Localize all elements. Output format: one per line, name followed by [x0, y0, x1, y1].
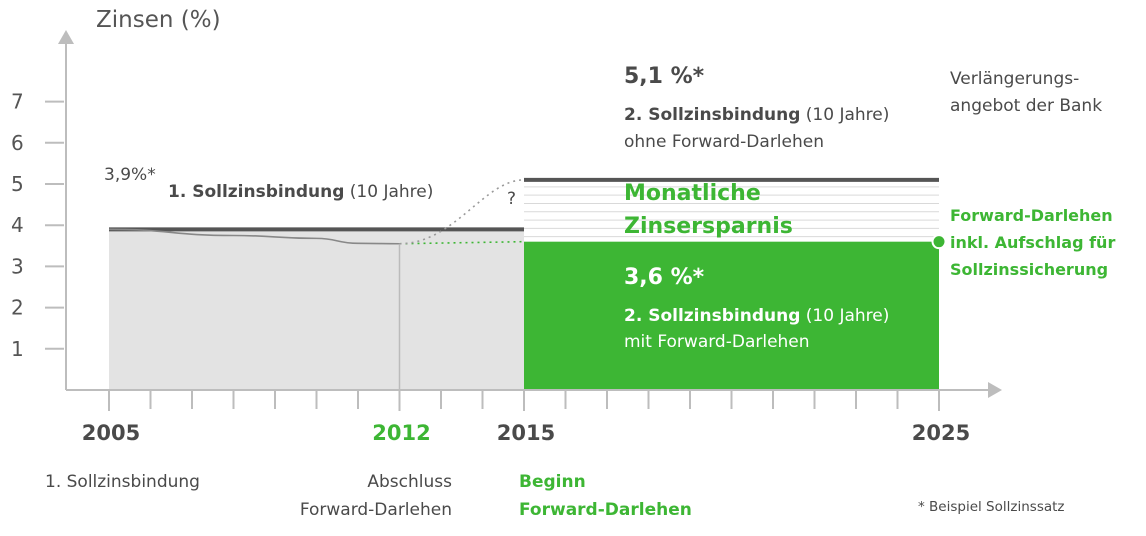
- chart-text-layer: 1 2 3 4 5 6 7 Zinsen (%) 2005 2012 2015 2025 3,9%* 1.…: [11, 7, 1115, 520]
- forward-rate-dotted-line: [399, 240, 525, 245]
- market-rate-curve: [108, 228, 400, 245]
- savings-label-line2: Zinsersparnis: [624, 214, 793, 239]
- forward-label-line3: Sollzinssicherung: [950, 260, 1108, 279]
- chart-axes: [45, 30, 1002, 411]
- second-period-with-rate-label: 3,6 %*: [624, 265, 705, 290]
- y-tick-label: 2: [11, 296, 24, 320]
- second-period-without-name: 2. Sollzinsbindung (10 Jahre): [624, 105, 889, 125]
- bottom-label-first-period: 1. Sollzinsbindung: [45, 472, 200, 492]
- x-tick-label: 2005: [82, 421, 140, 445]
- uncertain-rate-dotted-curve: [399, 179, 525, 245]
- y-tick-label: 5: [11, 172, 24, 196]
- first-period-rate-label: 3,9%*: [104, 165, 156, 185]
- x-axis-arrow: [988, 382, 1002, 398]
- first-period-area: [109, 229, 524, 390]
- x-tick-label: 2012: [372, 421, 430, 445]
- second-period-with-name-rest: (10 Jahre): [800, 306, 889, 326]
- y-tick-label: 1: [11, 337, 24, 361]
- savings-band: [524, 179, 939, 242]
- first-period-name-rest: (10 Jahre): [344, 182, 433, 202]
- forward-rate-dot: [931, 234, 947, 250]
- footnote: * Beispiel Sollzinssatz: [918, 499, 1065, 515]
- second-period-with-forward-area: [524, 241, 939, 390]
- chart-background-layer: [108, 177, 947, 390]
- x-tick-label: 2015: [497, 421, 555, 445]
- second-period-without-name-bold: 2. Sollzinsbindung: [624, 105, 800, 125]
- forward-label-line2: inkl. Aufschlag für: [950, 233, 1115, 252]
- first-period-name-bold: 1. Sollzinsbindung: [168, 182, 344, 202]
- y-axis-arrow: [58, 30, 74, 44]
- bottom-label-abschluss-line2: Forward-Darlehen: [300, 500, 452, 520]
- first-period-name: 1. Sollzinsbindung (10 Jahre): [168, 182, 433, 202]
- bottom-label-beginn-line1: Beginn: [519, 472, 586, 492]
- y-tick-label: 4: [11, 213, 24, 237]
- second-period-with-name: 2. Sollzinsbindung (10 Jahre): [624, 306, 889, 326]
- second-period-without-rate-label: 5,1 %*: [624, 64, 705, 89]
- forward-label-line1: Forward-Darlehen: [950, 206, 1113, 225]
- x-tick-label: 2025: [912, 421, 970, 445]
- question-mark: ?: [507, 189, 516, 209]
- bank-offer-label-line1: Verlängerungs-: [950, 69, 1079, 89]
- savings-label-line1: Monatliche: [624, 181, 761, 206]
- second-period-with-name-bold: 2. Sollzinsbindung: [624, 306, 800, 326]
- bottom-label-beginn-line2: Forward-Darlehen: [519, 500, 692, 520]
- bank-offer-label-line2: angebot der Bank: [950, 96, 1102, 116]
- y-tick-label: 6: [11, 131, 24, 155]
- y-tick-label: 7: [11, 90, 24, 114]
- second-period-without-note: ohne Forward-Darlehen: [624, 132, 824, 152]
- y-tick-label: 3: [11, 254, 24, 278]
- second-period-without-name-rest: (10 Jahre): [800, 105, 889, 125]
- y-axis-title: Zinsen (%): [96, 7, 221, 33]
- bottom-label-abschluss-line1: Abschluss: [367, 472, 452, 492]
- second-period-with-note: mit Forward-Darlehen: [624, 332, 810, 352]
